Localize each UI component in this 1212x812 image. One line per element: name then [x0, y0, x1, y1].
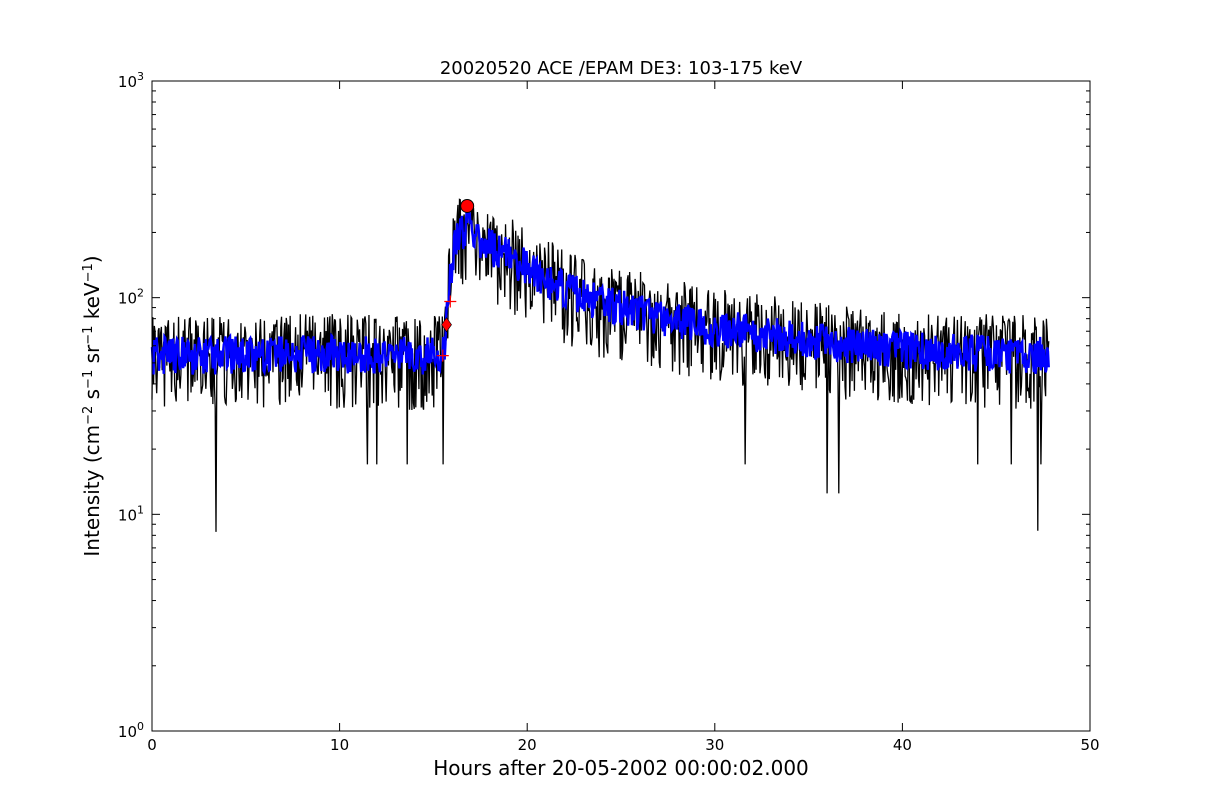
plus-marker: [444, 295, 457, 308]
y-tick-label: 103: [118, 70, 144, 91]
x-tick-label: 10: [330, 736, 349, 754]
x-tick-label: 50: [1080, 736, 1099, 754]
plus-marker: [436, 349, 449, 362]
x-tick-label: 40: [893, 736, 912, 754]
x-tick-label: 0: [147, 736, 157, 754]
raw-intensity-line: [151, 198, 1050, 532]
x-axis-label: Hours after 20-05-2002 00:00:02.000: [433, 756, 809, 780]
y-tick-label: 101: [118, 503, 144, 524]
y-axis-label: Intensity (cm−2 s−1 sr−1 keV−1): [80, 255, 104, 556]
chart-title: 20020520 ACE /EPAM DE3: 103-175 keV: [440, 58, 803, 79]
onset-marker: [441, 317, 452, 333]
peak-marker: [460, 198, 475, 213]
x-tick-label: 20: [518, 736, 537, 754]
y-tick-label: 100: [118, 720, 144, 741]
x-axis: 0 10 20 30 40 50: [147, 81, 1100, 754]
plot-area: [150, 198, 1050, 532]
smoothed-intensity-line: [150, 210, 1050, 377]
x-tick-label: 30: [705, 736, 724, 754]
y-tick-label: 102: [118, 287, 144, 308]
series-smoothed-line: [150, 210, 1050, 377]
axes-frame: [151, 80, 1091, 732]
event-markers: [436, 198, 475, 362]
series-raw-line: [151, 198, 1050, 532]
y-axis: 100 101 102 103: [118, 70, 1090, 741]
